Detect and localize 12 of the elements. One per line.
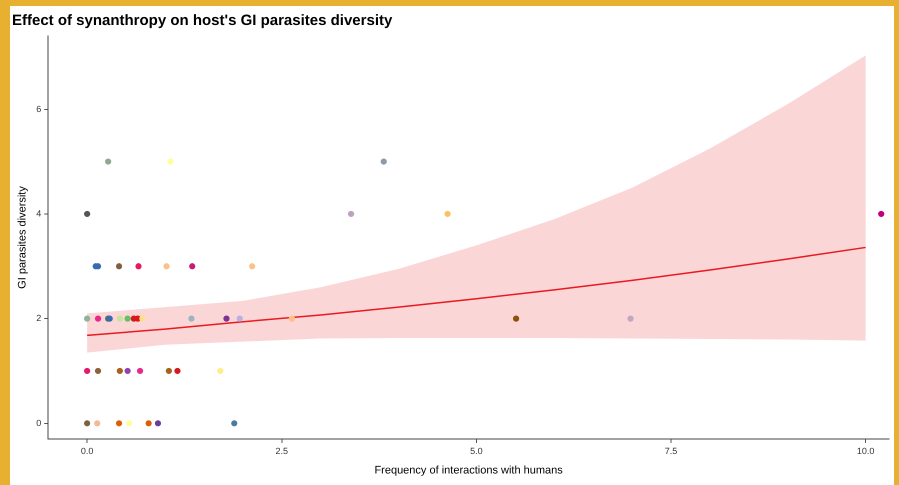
y-tick-label: 6 xyxy=(36,104,42,114)
y-tick-label: 2 xyxy=(36,313,42,324)
x-tick-label: 5.0 xyxy=(470,446,483,456)
x-tick-label: 7.5 xyxy=(664,446,678,456)
x-axis-title: Frequency of interactions with humans xyxy=(374,464,564,476)
y-tick-label: 0 xyxy=(36,418,42,428)
x-tick-label: 10.0 xyxy=(856,446,874,456)
x-tick-label: 2.5 xyxy=(276,446,288,456)
chart-title: Effect of synanthropy on host's GI parasites diversity xyxy=(12,12,393,30)
x-tick-label: 0.0 xyxy=(80,446,94,456)
y-tick-label: 4 xyxy=(36,208,42,218)
y-axis-title: GI parasites diversity xyxy=(16,186,29,289)
